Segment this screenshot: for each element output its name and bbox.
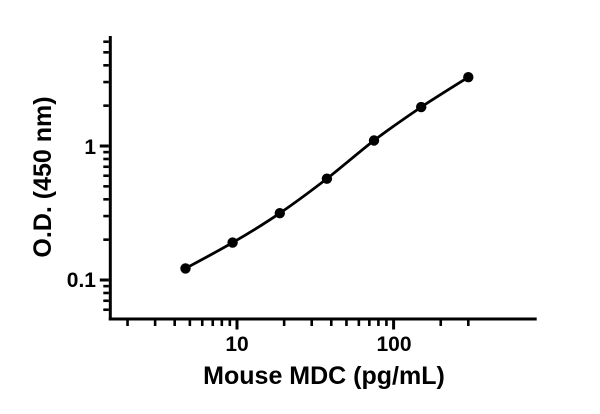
- data-point: [227, 237, 238, 248]
- x-tick-label-10: 10: [225, 333, 248, 356]
- data-point: [368, 135, 380, 146]
- data-point: [416, 101, 427, 113]
- data-point: [180, 263, 191, 274]
- x-axis-title: Mouse MDC (pg/mL): [203, 362, 445, 390]
- y-axis-ticks: [99, 40, 109, 312]
- axes: [108, 36, 537, 321]
- y-tick-label-1: 1: [84, 136, 96, 159]
- x-axis-ticks: [126, 320, 470, 330]
- data-point: [274, 208, 285, 219]
- standard-curve-series: [180, 72, 474, 274]
- data-point: [463, 72, 474, 83]
- x-tick-label-100: 100: [376, 333, 411, 356]
- y-tick-label-0.1: 0.1: [67, 269, 97, 292]
- data-point: [321, 173, 333, 184]
- y-axis-title: O.D. (450 nm): [29, 96, 57, 257]
